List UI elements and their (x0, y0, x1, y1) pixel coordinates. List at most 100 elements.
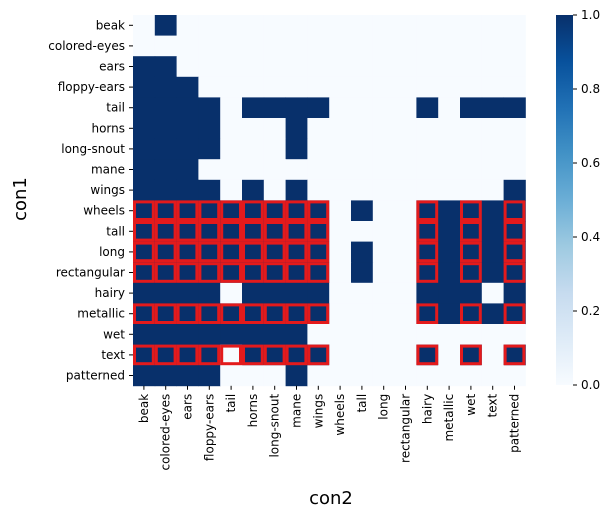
heatmap-cell (503, 118, 526, 139)
highlight-box (307, 241, 330, 263)
heatmap-cell (416, 241, 439, 263)
heatmap-cell (263, 344, 286, 366)
heatmap-cell (242, 344, 265, 366)
heatmap-cell (176, 35, 199, 57)
highlight-box (503, 241, 526, 263)
heatmap-cell (372, 97, 395, 119)
heatmap-cell (460, 324, 483, 345)
heatmap-cell (438, 200, 461, 222)
heatmap-cell (176, 138, 199, 160)
heatmap-cell (372, 344, 395, 366)
x-tick-label: wings (311, 394, 325, 429)
highlight-box (263, 200, 286, 221)
heatmap-cell (351, 365, 374, 387)
heatmap-cell (372, 118, 395, 139)
heatmap-cell (372, 303, 395, 325)
y-tick-label: mane (91, 163, 125, 177)
heatmap-cell (503, 241, 526, 263)
heatmap-cell (154, 344, 177, 366)
highlight-box (416, 200, 439, 221)
heatmap-cell (394, 179, 417, 201)
heatmap-cell (416, 262, 439, 284)
heatmap-cell (307, 179, 330, 201)
heatmap-cell (154, 282, 177, 304)
colorbar-ticks: 0.0 0.2 0.4 0.6 0.8 1.0 (573, 8, 600, 392)
highlight-box (285, 241, 308, 263)
colorbar-tick-label: 0.6 (581, 156, 600, 170)
heatmap-cell (176, 76, 199, 98)
heatmap-cell (285, 241, 308, 263)
y-tick-label: floppy-ears (58, 80, 125, 94)
heatmap-cell (307, 324, 330, 345)
heatmap-cell (503, 303, 526, 325)
highlight-box (285, 221, 308, 242)
heatmap-cell (481, 179, 504, 201)
y-tick-label: wings (90, 183, 125, 197)
heatmap-cell (438, 179, 461, 201)
heatmap-cell (176, 159, 199, 181)
heatmap-cell (285, 282, 308, 304)
heatmap-cell (285, 76, 308, 98)
colorbar-tick-label: 1.0 (581, 8, 600, 22)
heatmap-cell (154, 138, 177, 160)
heatmap-cell (242, 303, 265, 325)
heatmap-cell (242, 241, 265, 263)
highlight-box (133, 200, 155, 221)
heatmap-cell (329, 221, 352, 242)
highlight-box (220, 344, 242, 366)
heatmap-cell (198, 159, 221, 181)
highlight-box (416, 344, 439, 366)
heatmap-cell (416, 15, 439, 36)
heatmap-cell (329, 324, 352, 345)
heatmap-cell (220, 76, 243, 98)
y-tick-label: wheels (83, 204, 125, 218)
heatmap-cell (242, 118, 265, 139)
heatmap-cell (329, 200, 352, 222)
heatmap-cell (220, 282, 243, 304)
heatmap-cell (394, 282, 417, 304)
heatmap-cell (285, 138, 308, 160)
heatmap-cell (503, 262, 526, 284)
heatmap-cell (220, 200, 243, 222)
highlight-box (416, 262, 439, 283)
heatmap-cell (133, 303, 156, 325)
heatmap-cell (460, 138, 483, 160)
heatmap-cell (503, 221, 526, 242)
colorbar-tick-label: 0.0 (581, 378, 600, 392)
highlight-box (242, 303, 264, 324)
highlight-box (416, 303, 439, 324)
heatmap-cell (460, 262, 483, 284)
heatmap-cell (394, 138, 417, 160)
highlight-box (220, 221, 242, 242)
highlight-box (307, 344, 330, 366)
heatmap-cell (481, 365, 504, 387)
heatmap-cell (503, 35, 526, 57)
heatmap-cell (242, 138, 265, 160)
highlight-box (503, 221, 526, 242)
heatmap-cell (351, 138, 374, 160)
heatmap-cell (263, 365, 286, 387)
heatmap-cell (329, 344, 352, 366)
highlight-box (154, 221, 177, 242)
heatmap-cell (263, 138, 286, 160)
heatmap-cell (416, 365, 439, 387)
x-tick-label: tall (355, 394, 369, 413)
x-tick-label: rectangular (399, 394, 413, 463)
heatmap-cell (481, 97, 504, 119)
colorbar-tick-label: 0.4 (581, 230, 600, 244)
heatmap-cell (438, 365, 461, 387)
heatmap-cell (460, 15, 483, 36)
highlight-box (154, 344, 177, 366)
heatmap-cell (220, 179, 243, 201)
heatmap-cell (133, 15, 156, 36)
heatmap-cell (285, 344, 308, 366)
y-tick-label: metallic (77, 307, 125, 321)
heatmap-cell (242, 76, 265, 98)
highlight-box (242, 221, 264, 242)
heatmap-cell (133, 344, 156, 366)
heatmap-cell (198, 97, 221, 119)
heatmap-cell (285, 262, 308, 284)
heatmap-cell (372, 282, 395, 304)
heatmap-cell (263, 159, 286, 181)
heatmap-cell (154, 303, 177, 325)
